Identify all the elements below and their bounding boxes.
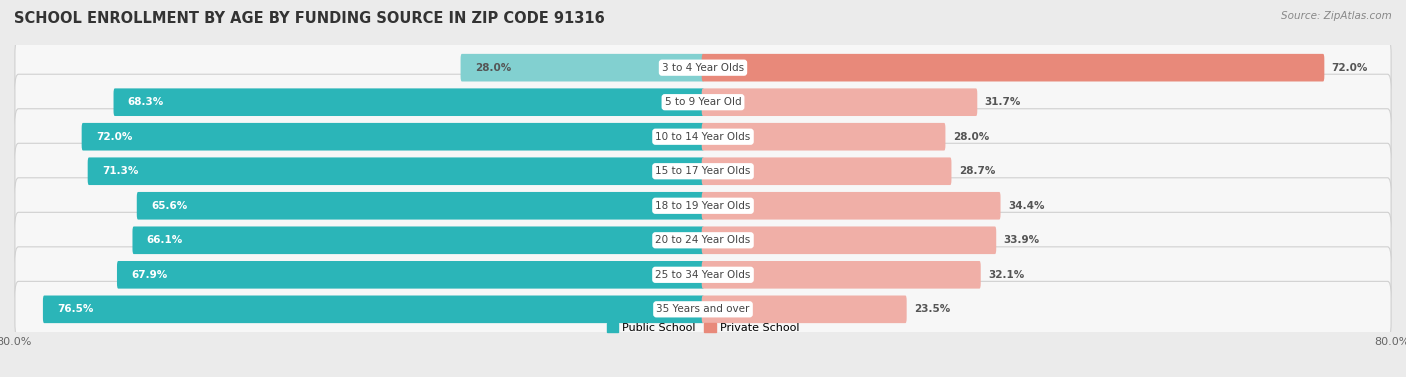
Text: 31.7%: 31.7% — [984, 97, 1021, 107]
Text: 71.3%: 71.3% — [101, 166, 138, 176]
FancyBboxPatch shape — [702, 192, 1001, 219]
Text: 68.3%: 68.3% — [128, 97, 165, 107]
Text: 72.0%: 72.0% — [1331, 63, 1368, 73]
Text: 18 to 19 Year Olds: 18 to 19 Year Olds — [655, 201, 751, 211]
Text: 28.0%: 28.0% — [475, 63, 510, 73]
Text: 35 Years and over: 35 Years and over — [657, 304, 749, 314]
FancyBboxPatch shape — [702, 123, 945, 150]
FancyBboxPatch shape — [82, 123, 704, 150]
Text: 76.5%: 76.5% — [58, 304, 93, 314]
Text: 25 to 34 Year Olds: 25 to 34 Year Olds — [655, 270, 751, 280]
Text: SCHOOL ENROLLMENT BY AGE BY FUNDING SOURCE IN ZIP CODE 91316: SCHOOL ENROLLMENT BY AGE BY FUNDING SOUR… — [14, 11, 605, 26]
FancyBboxPatch shape — [461, 54, 704, 81]
FancyBboxPatch shape — [15, 74, 1391, 130]
FancyBboxPatch shape — [702, 296, 907, 323]
Text: 15 to 17 Year Olds: 15 to 17 Year Olds — [655, 166, 751, 176]
FancyBboxPatch shape — [136, 192, 704, 219]
Text: 32.1%: 32.1% — [988, 270, 1025, 280]
FancyBboxPatch shape — [44, 296, 704, 323]
FancyBboxPatch shape — [15, 212, 1391, 268]
FancyBboxPatch shape — [702, 158, 952, 185]
FancyBboxPatch shape — [132, 227, 704, 254]
FancyBboxPatch shape — [15, 143, 1391, 199]
Text: 66.1%: 66.1% — [146, 235, 183, 245]
Text: Source: ZipAtlas.com: Source: ZipAtlas.com — [1281, 11, 1392, 21]
Text: 33.9%: 33.9% — [1004, 235, 1039, 245]
Text: 5 to 9 Year Old: 5 to 9 Year Old — [665, 97, 741, 107]
Legend: Public School, Private School: Public School, Private School — [602, 318, 804, 338]
FancyBboxPatch shape — [15, 281, 1391, 337]
Text: 3 to 4 Year Olds: 3 to 4 Year Olds — [662, 63, 744, 73]
FancyBboxPatch shape — [15, 178, 1391, 234]
Text: 20 to 24 Year Olds: 20 to 24 Year Olds — [655, 235, 751, 245]
FancyBboxPatch shape — [15, 247, 1391, 303]
Text: 67.9%: 67.9% — [131, 270, 167, 280]
FancyBboxPatch shape — [702, 88, 977, 116]
FancyBboxPatch shape — [702, 227, 997, 254]
Text: 34.4%: 34.4% — [1008, 201, 1045, 211]
Text: 23.5%: 23.5% — [914, 304, 950, 314]
FancyBboxPatch shape — [702, 54, 1324, 81]
Text: 65.6%: 65.6% — [150, 201, 187, 211]
FancyBboxPatch shape — [702, 261, 981, 289]
FancyBboxPatch shape — [114, 88, 704, 116]
FancyBboxPatch shape — [15, 40, 1391, 96]
FancyBboxPatch shape — [117, 261, 704, 289]
FancyBboxPatch shape — [87, 158, 704, 185]
Text: 72.0%: 72.0% — [96, 132, 132, 142]
Text: 28.0%: 28.0% — [953, 132, 988, 142]
FancyBboxPatch shape — [15, 109, 1391, 165]
Text: 10 to 14 Year Olds: 10 to 14 Year Olds — [655, 132, 751, 142]
Text: 28.7%: 28.7% — [959, 166, 995, 176]
